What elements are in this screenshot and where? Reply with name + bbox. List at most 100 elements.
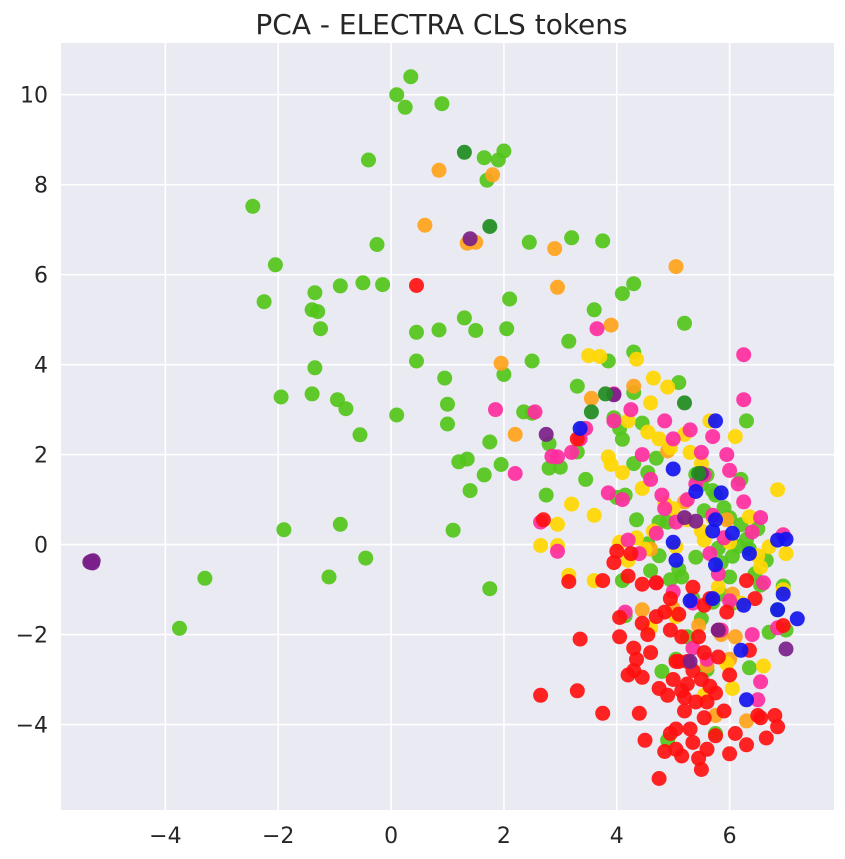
scatter-point (685, 579, 701, 595)
scatter-point (660, 687, 676, 703)
scatter-point (332, 516, 348, 532)
scatter-point (789, 611, 805, 627)
scatter-point (640, 424, 656, 440)
scatter-point (482, 581, 498, 597)
scatter-point (744, 627, 760, 643)
scatter-point (547, 241, 563, 257)
scatter-point (756, 658, 771, 674)
scatter-point (586, 507, 602, 523)
scatter-point (739, 573, 754, 589)
y-tick-label: 0 (34, 534, 48, 559)
scatter-point (657, 744, 673, 759)
scatter-point (688, 549, 704, 565)
scatter-point (583, 390, 599, 406)
scatter-point (662, 591, 678, 607)
scatter-point (674, 569, 690, 585)
scatter-point (482, 219, 498, 234)
scatter-point (778, 531, 794, 547)
scatter-point (643, 563, 659, 579)
scatter-point (677, 315, 692, 331)
scatter-point (369, 237, 385, 252)
scatter-point (267, 257, 283, 273)
scatter-point (753, 559, 769, 575)
scatter-point (677, 690, 692, 705)
scatter-point (276, 522, 292, 538)
scatter-point (626, 663, 642, 678)
scatter-point (651, 771, 667, 786)
scatter-point (727, 429, 743, 445)
series-5 (572, 413, 805, 708)
scatter-point (592, 349, 608, 364)
scatter-point (770, 602, 786, 618)
scatter-point (662, 572, 678, 588)
scatter-point (629, 512, 644, 528)
scatter-point (620, 532, 636, 548)
scatter-point (626, 378, 642, 394)
scatter-point (733, 642, 749, 658)
scatter-point (691, 466, 707, 481)
scatter-point (662, 622, 678, 638)
scatter-point (488, 402, 503, 418)
scatter-point (741, 660, 757, 676)
scatter-point (389, 87, 405, 103)
scatter-point (708, 413, 723, 429)
scatter-point (321, 569, 337, 585)
scatter-point (572, 631, 588, 647)
scatter-point (682, 721, 698, 737)
scatter-point (631, 705, 647, 721)
scatter-point (705, 523, 721, 539)
scatter-point (643, 395, 659, 411)
scatter-point (538, 487, 554, 503)
scatter-point (724, 548, 740, 564)
scatter-point (499, 321, 515, 337)
scatter-point (332, 278, 348, 294)
scatter-point (629, 351, 644, 367)
scatter-point (722, 462, 738, 478)
scatter-point (660, 379, 676, 395)
scatter-point (397, 99, 413, 115)
scatter-point (648, 575, 664, 591)
scatter-point (304, 386, 320, 402)
scatter-point (741, 509, 757, 525)
scatter-point (614, 431, 630, 447)
scatter-point (626, 276, 642, 292)
scatter-point (710, 622, 726, 638)
scatter-point (688, 484, 704, 499)
scatter-point (612, 629, 628, 645)
scatter-point (468, 323, 484, 338)
scatter-point (626, 640, 642, 656)
scatter-point (657, 413, 673, 429)
scatter-point (496, 367, 512, 382)
scatter-point (595, 573, 611, 589)
scatter-point (682, 444, 698, 460)
scatter-point (564, 230, 580, 246)
scatter-point (507, 426, 523, 442)
scatter-point (719, 604, 735, 620)
scatter-point (637, 732, 653, 748)
y-tick-label: 8 (34, 174, 48, 199)
scatter-point (770, 482, 786, 498)
scatter-point (775, 586, 791, 602)
scatter-point (550, 279, 565, 295)
scatter-point (245, 198, 261, 214)
scatter-point (403, 69, 419, 85)
scatter-point (456, 144, 472, 160)
scatter-point (778, 641, 794, 657)
y-tick-label: 4 (34, 354, 48, 379)
scatter-point (352, 427, 368, 443)
scatter-point (409, 353, 424, 369)
scatter-point (710, 649, 726, 665)
scatter-point (693, 444, 709, 460)
scatter-point (722, 746, 738, 762)
scatter-point (338, 401, 354, 417)
y-tick-label: −4 (16, 714, 48, 739)
scatter-point (614, 286, 630, 302)
scatter-point (691, 618, 707, 634)
scatter-point (533, 538, 549, 553)
scatter-point (668, 259, 684, 275)
scatter-point (770, 719, 786, 735)
scatter-point (741, 546, 757, 562)
scatter-point (657, 501, 673, 517)
scatter-point (437, 370, 453, 386)
